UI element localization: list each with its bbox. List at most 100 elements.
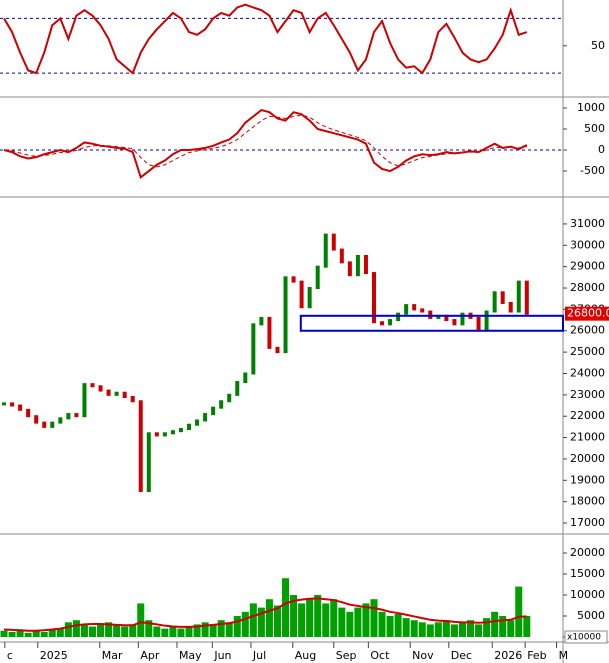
unit-box [564, 630, 608, 644]
volume-bar [273, 605, 281, 638]
candle [299, 280, 304, 309]
candle [34, 415, 39, 424]
candle [267, 316, 272, 349]
candle [98, 385, 103, 392]
candle [331, 233, 336, 251]
candle [524, 280, 529, 315]
candle [211, 406, 216, 416]
volume-bar [40, 631, 48, 638]
volume-bar [209, 624, 217, 638]
volume-bar [48, 629, 56, 638]
volume-bar [418, 622, 426, 638]
volume-bar [32, 630, 40, 638]
volume-bar [386, 616, 394, 638]
candle [187, 423, 192, 431]
volume-bar [483, 618, 491, 638]
volume-bar [233, 616, 241, 638]
volume-bar [113, 625, 121, 638]
y-tick-label: 1000 [577, 101, 605, 114]
support-zone [299, 314, 564, 332]
candle [283, 276, 288, 354]
candle [420, 308, 425, 313]
axis-background [563, 0, 609, 663]
candle [90, 383, 95, 388]
volume-bar [241, 611, 249, 638]
volume-bar [346, 611, 354, 638]
candle [10, 402, 15, 407]
candle [251, 323, 256, 375]
volume-bar [193, 624, 201, 638]
candle [195, 419, 200, 426]
volume-bar [426, 624, 434, 638]
candle [388, 319, 393, 326]
candle [50, 421, 55, 428]
y-tick-label: 5000 [577, 609, 605, 622]
volume-bar [338, 607, 346, 638]
y-tick-label: 21000 [570, 431, 605, 444]
candle [219, 400, 224, 409]
candle [516, 280, 521, 313]
volume-bar [491, 611, 499, 638]
volume-bar [177, 628, 185, 638]
candle [114, 391, 119, 396]
volume-bar [56, 628, 64, 638]
y-tick-label: 25000 [570, 345, 605, 358]
y-tick-label: 19000 [570, 473, 605, 486]
candle [66, 413, 71, 420]
indicator-line [3, 108, 528, 180]
candle [412, 304, 417, 311]
volume-bar [322, 603, 330, 638]
volume-bar [442, 620, 450, 638]
candle [243, 372, 248, 384]
volume-bar [362, 603, 370, 638]
y-tick-label: 17000 [570, 516, 605, 529]
volume-bar [80, 624, 88, 638]
y-tick-label: 0 [598, 143, 605, 156]
volume-bar [458, 622, 466, 638]
x-tick-label: Dec [451, 649, 472, 662]
last-price-label: 26800.0 [567, 307, 609, 320]
volume-bar [450, 624, 458, 638]
y-tick-label: 500 [584, 122, 605, 135]
candle [355, 254, 360, 277]
volume-bar [129, 624, 137, 638]
x-tick-label: Jun [213, 649, 231, 662]
candle [146, 432, 151, 492]
volume-bar [137, 603, 145, 638]
y-tick-label: 23000 [570, 388, 605, 401]
y-tick-label: 22000 [570, 409, 605, 422]
volume-bar [16, 629, 24, 638]
y-tick-label: 20000 [570, 546, 605, 559]
x-tick-label: 2026 [494, 649, 522, 662]
volume-bar [370, 599, 378, 638]
y-tick-label: 28000 [570, 281, 605, 294]
volume-bar [72, 620, 80, 638]
indicator-line [3, 3, 528, 75]
candle [500, 291, 505, 304]
candle [275, 346, 280, 354]
volume-bar [161, 628, 169, 638]
candle [436, 314, 441, 319]
candle [396, 312, 401, 322]
volume-bar [467, 620, 475, 638]
volume-bar [8, 631, 16, 638]
x-tick-label: Mar [102, 649, 123, 662]
volume-bar [402, 618, 410, 638]
x-tick-label: 2025 [40, 649, 68, 662]
candle [323, 233, 328, 268]
candle [291, 276, 296, 283]
indicator-line [3, 114, 527, 168]
candle [428, 310, 433, 319]
candle [74, 413, 79, 418]
volume-bar [507, 620, 515, 638]
volume-bar [64, 622, 72, 638]
volume-bar [394, 613, 402, 638]
candle [2, 402, 7, 406]
candle [227, 393, 232, 403]
y-tick-label: 50 [591, 39, 605, 52]
volume-bar [121, 626, 129, 638]
unit-label: x10000 [567, 633, 601, 643]
y-tick-label: -500 [580, 164, 605, 177]
volume-bar [0, 630, 8, 638]
